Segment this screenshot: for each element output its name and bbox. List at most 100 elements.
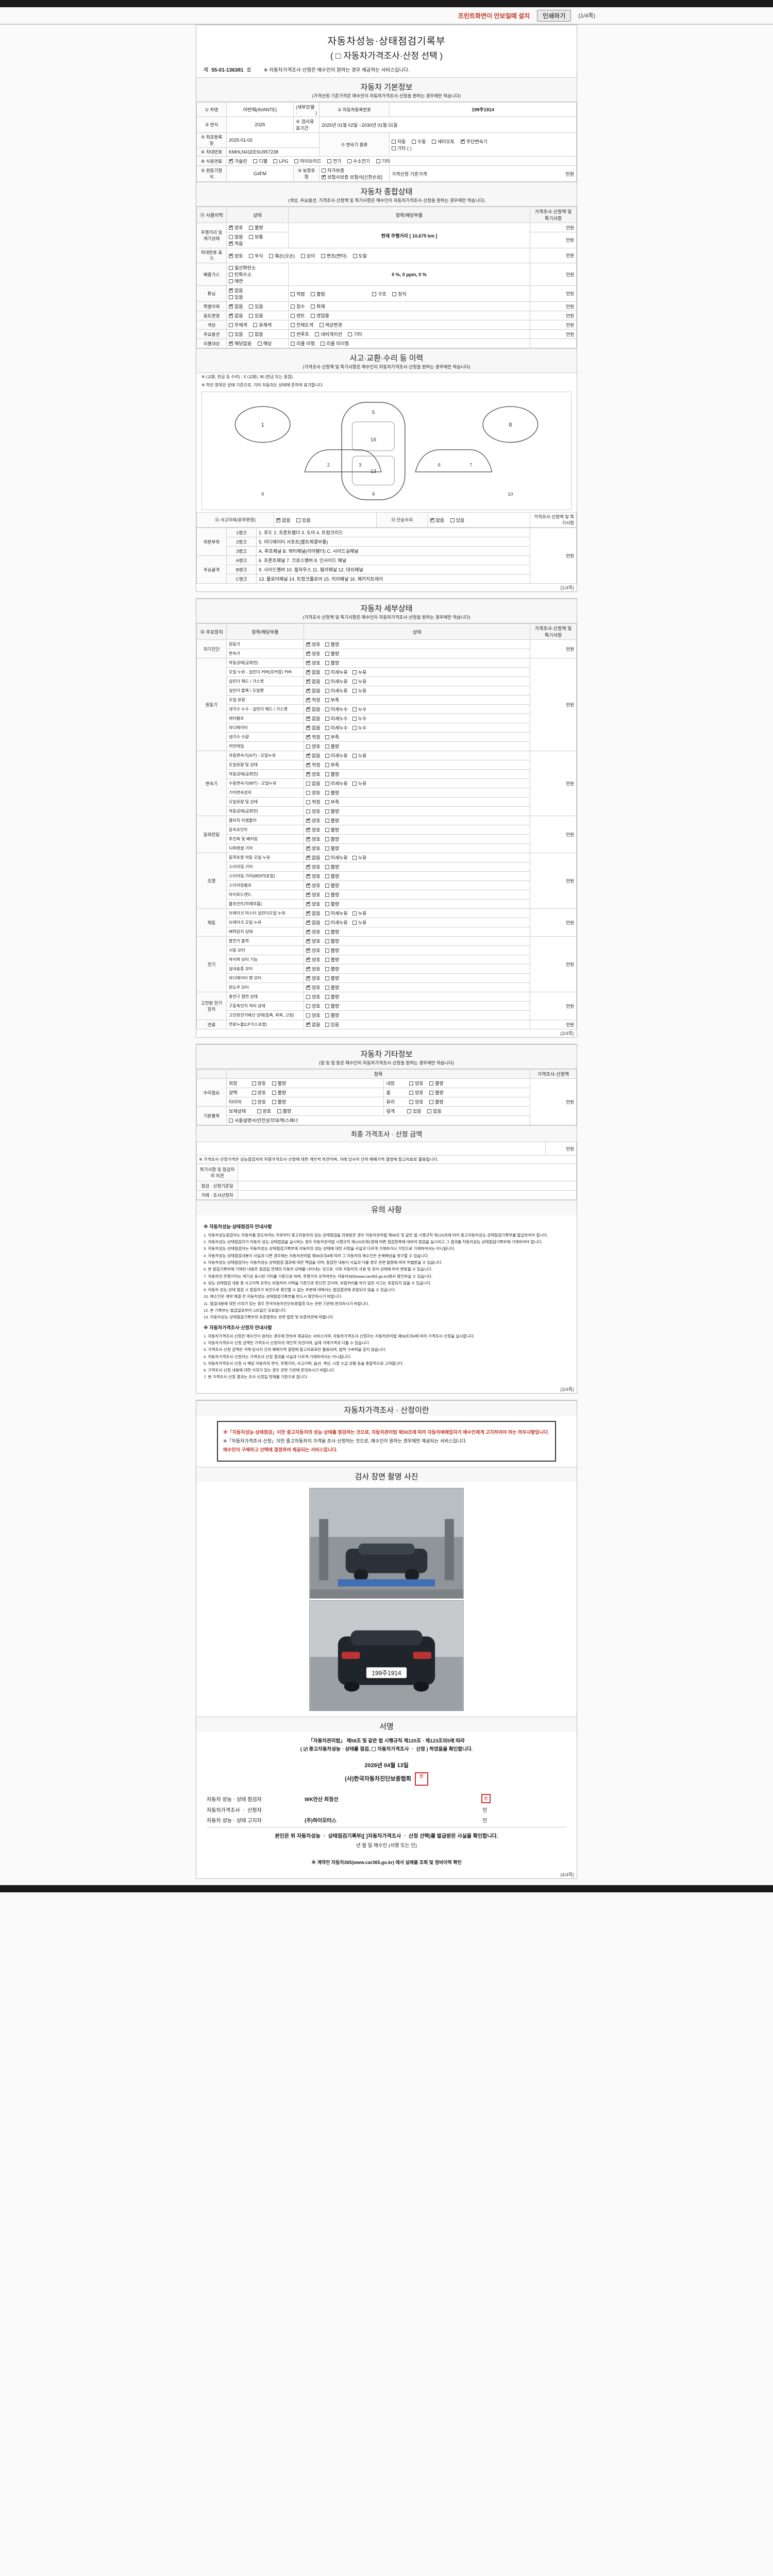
checkbox-icon[interactable] xyxy=(306,678,311,684)
usage-none[interactable]: 없음 xyxy=(229,312,243,319)
tire-bad[interactable]: 불량 xyxy=(272,1098,286,1105)
state-option-불량[interactable]: 불량 xyxy=(325,1003,339,1009)
law-checkbox-appraisal[interactable] xyxy=(372,1747,376,1751)
mileage-few[interactable]: 적음 xyxy=(229,240,243,247)
checkbox-icon[interactable] xyxy=(325,642,329,647)
vin-corrosion[interactable]: 부식 xyxy=(249,252,263,259)
state-option-누유[interactable]: 누유 xyxy=(352,687,366,694)
checkbox-icon[interactable] xyxy=(306,734,311,739)
state-option-불량[interactable]: 불량 xyxy=(325,975,339,981)
preserve-good[interactable]: 양호 xyxy=(257,1108,271,1114)
state-option-불량[interactable]: 불량 xyxy=(325,965,339,972)
checkbox-icon[interactable] xyxy=(306,791,310,795)
interior-bad[interactable]: 불량 xyxy=(429,1080,444,1087)
checkbox-icon[interactable] xyxy=(306,891,311,897)
recall-done[interactable]: 리콜 이행 xyxy=(291,340,315,347)
checkbox-icon[interactable] xyxy=(325,846,329,851)
state-option-없음[interactable]: 없음 xyxy=(306,687,321,694)
checkbox-icon[interactable] xyxy=(306,771,311,776)
state-option-양호[interactable]: 양호 xyxy=(306,863,321,870)
checkbox-icon[interactable] xyxy=(306,641,311,647)
state-option-양호[interactable]: 양호 xyxy=(306,938,321,944)
checkbox-icon[interactable] xyxy=(306,1004,310,1008)
state-option-불량[interactable]: 불량 xyxy=(325,743,339,750)
checkbox-icon[interactable] xyxy=(325,698,329,702)
fuel-opt-diesel[interactable]: 디젤 xyxy=(253,158,267,164)
state-option-미세누수[interactable]: 미세누수 xyxy=(325,715,348,722)
checkbox-icon[interactable] xyxy=(352,911,357,916)
checkbox-icon[interactable] xyxy=(325,819,329,823)
state-option-없음[interactable]: 없음 xyxy=(306,854,321,861)
state-option-불량[interactable]: 불량 xyxy=(325,938,339,944)
checkbox-icon[interactable] xyxy=(325,800,329,804)
color-achromatic[interactable]: 무채색 xyxy=(229,321,247,328)
checkbox-icon[interactable] xyxy=(306,706,311,711)
state-option-미세누유[interactable]: 미세누유 xyxy=(325,752,348,759)
checkbox-icon[interactable] xyxy=(325,809,329,814)
state-option-양호[interactable]: 양호 xyxy=(306,817,321,824)
recall-not-applicable[interactable]: 해당없음 xyxy=(229,340,251,347)
checkbox-icon[interactable] xyxy=(306,826,311,832)
checkbox-icon[interactable] xyxy=(325,689,329,693)
state-option-누유[interactable]: 누유 xyxy=(352,678,366,685)
trans-opt-cvt[interactable]: 무단변속기 xyxy=(460,138,488,145)
checkbox-icon[interactable] xyxy=(306,744,310,749)
checkbox-icon[interactable] xyxy=(306,836,311,841)
interior-good[interactable]: 양호 xyxy=(409,1080,424,1087)
vin-good[interactable]: 양호 xyxy=(229,252,243,259)
state-option-부족[interactable]: 부족 xyxy=(325,697,339,703)
state-option-적정[interactable]: 적정 xyxy=(306,761,321,768)
color-full-paint[interactable]: 전체도색 xyxy=(291,321,313,328)
checkbox-icon[interactable] xyxy=(325,865,329,869)
state-option-양호[interactable]: 양호 xyxy=(306,771,321,777)
checkbox-icon[interactable] xyxy=(325,884,329,888)
checkbox-icon[interactable] xyxy=(306,800,310,804)
checkbox-icon[interactable] xyxy=(325,921,329,925)
exterior-bad[interactable]: 불량 xyxy=(272,1080,286,1087)
special-yes[interactable]: 있음 xyxy=(249,303,263,310)
state-option-적정[interactable]: 적정 xyxy=(306,799,321,805)
checkbox-icon[interactable] xyxy=(306,809,310,814)
state-option-없음[interactable]: 없음 xyxy=(306,1021,321,1028)
trans-opt-semiauto[interactable]: 세미오토 xyxy=(432,138,455,145)
state-option-미세누수[interactable]: 미세누수 xyxy=(325,724,348,731)
state-option-양호[interactable]: 양호 xyxy=(306,743,321,750)
checkbox-icon[interactable] xyxy=(306,697,311,702)
fuel-opt-gasoline[interactable]: 가솔린 xyxy=(229,158,247,164)
warranty-opt-self[interactable]: 자가보증 xyxy=(322,167,344,174)
checkbox-icon[interactable] xyxy=(352,670,357,674)
cover-yes[interactable]: 있음 xyxy=(407,1108,422,1114)
checkbox-icon[interactable] xyxy=(325,744,329,749)
state-option-없음[interactable]: 없음 xyxy=(306,780,321,787)
usage-yes[interactable]: 있음 xyxy=(249,312,263,319)
state-option-있음[interactable]: 있음 xyxy=(325,1021,339,1028)
state-option-적정[interactable]: 적정 xyxy=(306,697,321,703)
state-option-미세누유[interactable]: 미세누유 xyxy=(325,669,348,675)
tuning-none[interactable]: 없음 xyxy=(229,287,243,294)
tuning-illegal[interactable]: 불법 xyxy=(311,291,325,297)
fuel-opt-lpg[interactable]: LPG xyxy=(273,159,288,164)
tire-good[interactable]: 양호 xyxy=(251,1098,266,1105)
state-option-양호[interactable]: 양호 xyxy=(306,826,321,833)
state-option-누유[interactable]: 누유 xyxy=(352,854,366,861)
state-option-불량[interactable]: 불량 xyxy=(325,1012,339,1019)
state-option-미세누유[interactable]: 미세누유 xyxy=(325,910,348,917)
checkbox-icon[interactable] xyxy=(325,791,329,795)
checkbox-icon[interactable] xyxy=(306,761,311,767)
glass-bad[interactable]: 불량 xyxy=(429,1098,444,1105)
state-option-미세누유[interactable]: 미세누유 xyxy=(325,854,348,861)
state-option-누유[interactable]: 누유 xyxy=(352,752,366,759)
accessories-checkbox[interactable]: 사용설명서/안전삼각대/잭/스패너 xyxy=(229,1117,298,1124)
mileage-normal[interactable]: 보통 xyxy=(249,233,263,240)
checkbox-icon[interactable] xyxy=(306,650,311,656)
state-option-양호[interactable]: 양호 xyxy=(306,993,321,1000)
polish-good[interactable]: 양호 xyxy=(251,1089,266,1096)
checkbox-icon[interactable] xyxy=(306,956,311,962)
state-option-미세누유[interactable]: 미세누유 xyxy=(325,919,348,926)
checkbox-icon[interactable] xyxy=(325,837,329,841)
state-option-양호[interactable]: 양호 xyxy=(306,845,321,852)
checkbox-icon[interactable] xyxy=(325,948,329,953)
state-option-양호[interactable]: 양호 xyxy=(306,659,321,666)
simple-yes[interactable]: 있음 xyxy=(450,517,464,523)
checkbox-icon[interactable] xyxy=(352,726,357,730)
